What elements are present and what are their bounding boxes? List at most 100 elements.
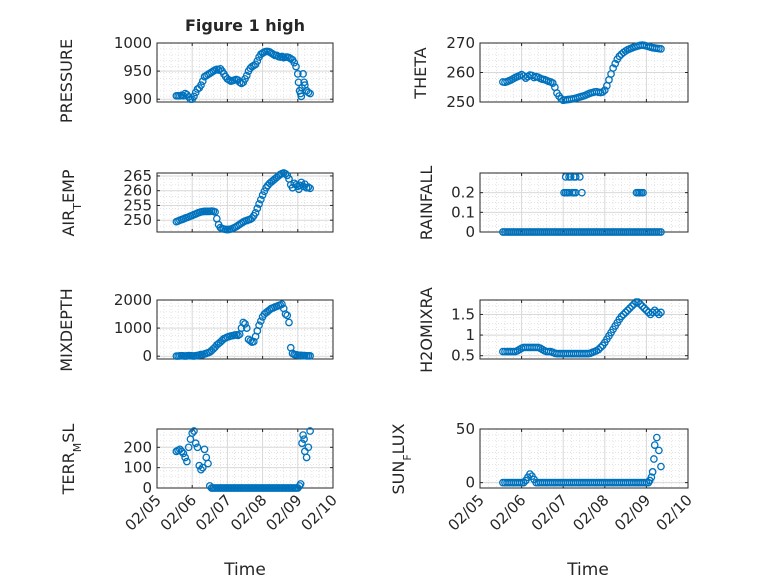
data-point <box>299 70 307 78</box>
xlabel-right: Time <box>566 560 609 580</box>
data-point <box>193 443 202 452</box>
ylabel-sun-flux-sub: F <box>401 454 414 460</box>
data-point <box>640 304 649 313</box>
ytick-label-theta: 250 <box>446 93 475 111</box>
ytick-label-sun-flux: 50 <box>456 420 475 438</box>
ylabel-theta: THETA <box>411 47 430 99</box>
data-points-theta <box>499 41 665 105</box>
panel-h2omixra: H2OMIXRA 0.5 1 1.5 <box>417 287 689 373</box>
data-point <box>647 473 656 482</box>
data-points-air-temp <box>172 169 314 234</box>
data-point <box>611 59 620 68</box>
data-point <box>191 439 200 448</box>
ytick-label-air-temp: 255 <box>123 196 152 214</box>
data-point <box>216 64 225 73</box>
data-point <box>294 78 303 87</box>
data-point <box>251 208 260 217</box>
ytick-label-theta: 270 <box>446 34 475 52</box>
data-point <box>293 70 302 78</box>
data-point <box>190 92 198 101</box>
ytick-label-h2omixra: 0.5 <box>451 347 475 365</box>
ylabel-air-temp: AIRTEMP <box>59 169 84 236</box>
ytick-label-mixdepth: 2000 <box>114 291 152 309</box>
grid-terr-msl <box>157 429 333 488</box>
ylabel-terr-msl-rest: SL <box>59 424 78 443</box>
ytick-label-theta: 260 <box>446 64 475 82</box>
ytick-label-air-temp: 265 <box>123 167 152 185</box>
data-point <box>278 300 286 309</box>
data-point <box>596 343 605 352</box>
ytick-label-air-temp: 250 <box>123 211 152 229</box>
ylabel-air-temp-base: AIR <box>59 210 78 237</box>
axes-box-pressure <box>156 42 334 103</box>
axes-box-rainfall <box>479 172 689 233</box>
ytick-label-mixdepth: 0 <box>142 347 152 365</box>
data-point <box>179 91 188 100</box>
data-point <box>253 204 262 213</box>
data-point <box>519 478 528 487</box>
data-point <box>655 310 663 319</box>
ylabel-sun-flux: SUNFLUX <box>389 423 414 494</box>
ytick-label-terr-msl: 200 <box>123 438 152 456</box>
data-point <box>190 427 198 435</box>
data-point <box>198 463 207 472</box>
data-point <box>652 308 661 317</box>
ylabel-sun-flux-base: SUN <box>389 461 408 495</box>
ylabel-air-temp-sub: T <box>71 203 84 211</box>
data-point <box>290 58 299 67</box>
data-point <box>657 462 665 471</box>
data-point <box>306 89 314 98</box>
panel-pressure: PRESSURE 900 950 1000 <box>57 34 334 123</box>
xlabel-left: Time <box>223 560 266 580</box>
data-point <box>253 57 262 65</box>
data-point <box>621 308 630 317</box>
data-point <box>177 447 186 456</box>
axes-box-mixdepth <box>156 299 334 360</box>
data-point <box>285 318 293 327</box>
data-point <box>566 173 575 181</box>
data-point <box>283 311 292 320</box>
ytick-label-terr-msl: 100 <box>123 459 152 477</box>
data-point <box>638 302 647 311</box>
data-point <box>188 429 197 437</box>
data-point <box>239 318 248 327</box>
data-point <box>657 228 665 236</box>
axes-box-h2omixra <box>479 299 689 360</box>
data-point <box>256 195 265 204</box>
data-point <box>255 200 263 208</box>
data-point <box>636 300 645 308</box>
data-points-sun-flux <box>499 433 665 487</box>
data-point <box>258 191 267 199</box>
data-point <box>648 468 657 476</box>
ylabel-terr-msl: TERRMSL <box>59 424 84 496</box>
data-points-terr-msl <box>172 427 314 492</box>
ytick-label-pressure: 900 <box>123 90 152 108</box>
data-point <box>242 324 251 332</box>
data-point <box>197 81 205 89</box>
ytick-label-pressure: 950 <box>123 62 152 80</box>
data-point <box>306 352 314 360</box>
data-point <box>571 173 580 181</box>
data-point <box>197 465 205 474</box>
data-point <box>300 435 308 444</box>
panel-rainfall: RAINFALL 0 0.10.2 <box>417 166 689 241</box>
data-point <box>256 317 265 325</box>
data-point <box>200 445 209 454</box>
ytick-label-h2omixra: 1 <box>465 326 475 344</box>
data-point <box>181 453 190 462</box>
data-point <box>183 457 191 466</box>
data-point <box>304 183 313 192</box>
data-point <box>292 62 300 71</box>
ylabel-sun-flux-rest: LUX <box>389 423 408 454</box>
ylabel-pressure: PRESSURE <box>57 39 76 123</box>
ytick-label-pressure: 1000 <box>114 34 152 52</box>
data-point <box>594 345 603 354</box>
data-point <box>296 480 305 488</box>
data-point <box>184 443 193 452</box>
data-point <box>650 441 659 449</box>
data-point <box>302 453 311 462</box>
ytick-label-air-temp: 260 <box>123 182 152 200</box>
data-point <box>561 173 570 181</box>
data-point <box>246 336 255 345</box>
